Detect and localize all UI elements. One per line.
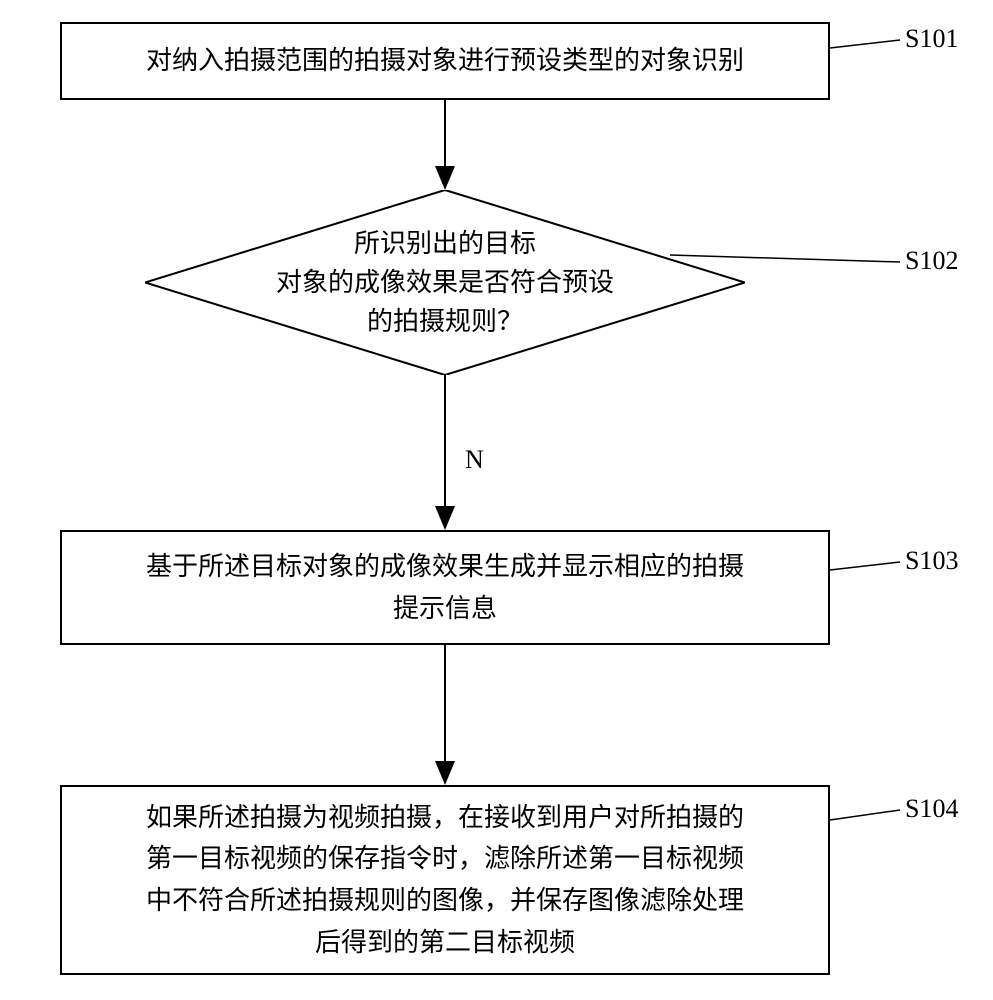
leader-s101 (830, 40, 900, 48)
decision-text-line2: 对象的成像效果是否符合预设 (145, 263, 745, 302)
leader-s103 (830, 562, 900, 570)
decision-text-line1: 所识别出的目标 (145, 224, 745, 263)
leader-s104 (830, 810, 900, 820)
process-text-line3: 中不符合所述拍摄规则的图像，并保存图像滤除处理 (146, 880, 744, 922)
edge-label-n: N (465, 445, 484, 475)
process-box-s103: 基于所述目标对象的成像效果生成并显示相应的拍摄 提示信息 (60, 530, 830, 645)
decision-text-line3: 的拍摄规则？ (145, 302, 745, 341)
process-text-line2: 提示信息 (146, 588, 744, 630)
step-label-s101: S101 (905, 24, 958, 54)
step-label-s103: S103 (905, 546, 958, 576)
process-text-line4: 后得到的第二目标视频 (146, 922, 744, 964)
step-label-s102: S102 (905, 246, 958, 276)
process-text: 如果所述拍摄为视频拍摄，在接收到用户对所拍摄的 第一目标视频的保存指令时，滤除所… (146, 797, 744, 963)
process-text: 基于所述目标对象的成像效果生成并显示相应的拍摄 提示信息 (146, 546, 744, 629)
process-box-s104: 如果所述拍摄为视频拍摄，在接收到用户对所拍摄的 第一目标视频的保存指令时，滤除所… (60, 785, 830, 975)
step-label-s104: S104 (905, 794, 958, 824)
decision-diamond-s102: 所识别出的目标 对象的成像效果是否符合预设 的拍摄规则？ (145, 190, 745, 375)
process-box-s101: 对纳入拍摄范围的拍摄对象进行预设类型的对象识别 (60, 22, 830, 100)
process-text-line1: 基于所述目标对象的成像效果生成并显示相应的拍摄 (146, 546, 744, 588)
process-text-line2: 第一目标视频的保存指令时，滤除所述第一目标视频 (146, 838, 744, 880)
process-text: 对纳入拍摄范围的拍摄对象进行预设类型的对象识别 (146, 40, 744, 82)
process-text-line1: 如果所述拍摄为视频拍摄，在接收到用户对所拍摄的 (146, 797, 744, 839)
decision-text: 所识别出的目标 对象的成像效果是否符合预设 的拍摄规则？ (145, 224, 745, 341)
